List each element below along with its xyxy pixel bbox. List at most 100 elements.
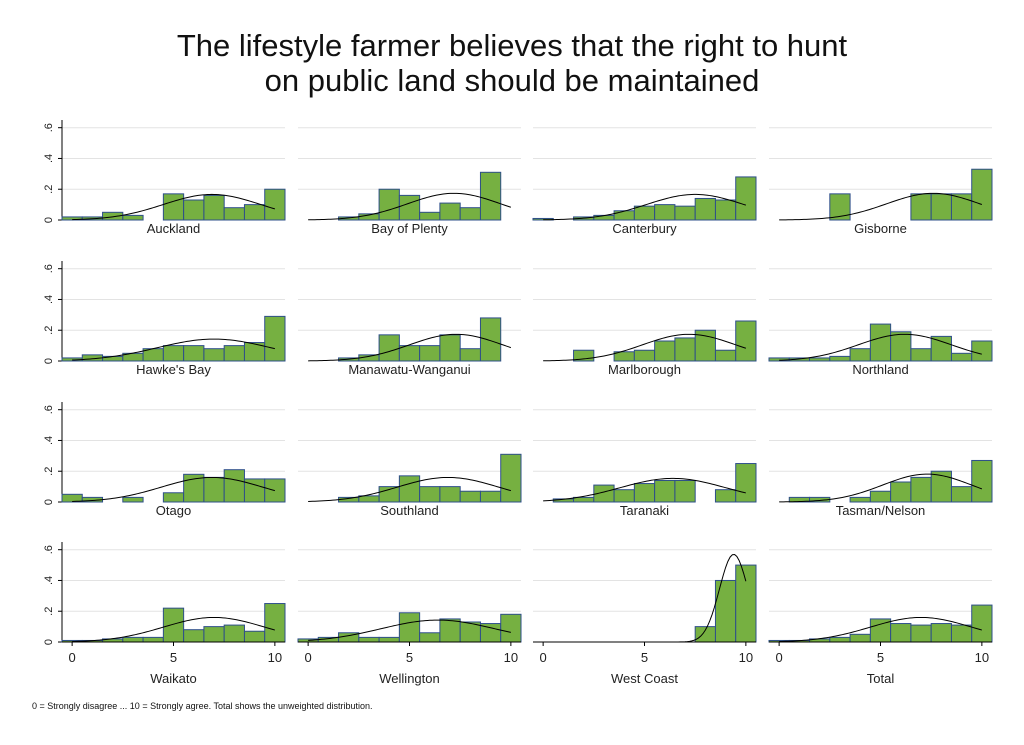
bar-canterbury-9 — [714, 199, 737, 221]
bar-wellington-4 — [378, 636, 400, 643]
x-tick-label-total-1: 5 — [877, 650, 884, 665]
bar-waikato-3 — [122, 636, 144, 643]
bar-otago-7 — [203, 476, 225, 503]
bar-northland-8 — [930, 335, 952, 362]
panel-label-marlborough: Marlborough — [608, 362, 681, 377]
bar-northland-3 — [829, 355, 851, 362]
y-tick-label-waikato-1: .2 — [43, 607, 55, 616]
y-tick-label-auckland-1: .2 — [43, 185, 55, 194]
bar-waikato-5 — [162, 607, 185, 643]
bar-bay-of-plenty-7 — [439, 202, 461, 221]
bar-southland-6 — [419, 486, 441, 503]
x-tick-label-west-coast-0: 0 — [540, 650, 547, 665]
bar-southland-10 — [500, 453, 522, 503]
density-curve-otago — [72, 476, 275, 502]
y-tick-label-otago-3: .6 — [43, 405, 55, 414]
density-curve-gisborne — [779, 192, 983, 221]
y-tick-label-otago-1: .2 — [43, 467, 55, 476]
bar-manawatu-wanganui-8 — [459, 348, 481, 362]
x-tick-label-total-2: 10 — [975, 650, 989, 665]
density-curve-wellington — [308, 619, 511, 641]
chart-title: The lifestyle farmer believes that the r… — [0, 28, 1024, 98]
bar-wellington-10 — [500, 613, 522, 643]
chart-footnote: 0 = Strongly disagree ... 10 = Strongly … — [32, 701, 373, 711]
bar-southland-7 — [439, 486, 461, 503]
density-curve-total — [779, 616, 982, 643]
density-curve-marlborough — [543, 333, 747, 362]
bar-otago-8 — [223, 469, 245, 503]
y-tick-label-hawke-s-bay-3: .6 — [43, 264, 55, 273]
bar-manawatu-wanganui-7 — [439, 334, 461, 362]
bar-marlborough-7 — [674, 337, 696, 362]
y-tick-label-auckland-2: .4 — [43, 154, 55, 163]
y-tick-label-waikato-2: .4 — [43, 576, 55, 585]
bar-marlborough-9 — [714, 349, 737, 362]
panel-label-tasman-nelson: Tasman/Nelson — [836, 503, 926, 518]
density-curve-canterbury — [543, 193, 747, 221]
density-curve-bay-of-plenty — [308, 192, 512, 221]
bar-auckland-7 — [203, 194, 225, 221]
bar-hawke-s-bay-7 — [203, 348, 225, 362]
bar-auckland-9 — [243, 204, 266, 221]
y-tick-label-waikato-3: .6 — [43, 545, 55, 554]
bar-manawatu-wanganui-6 — [419, 345, 441, 362]
bar-auckland-3 — [122, 214, 144, 221]
bar-auckland-10 — [264, 188, 286, 221]
bar-total-10 — [971, 604, 993, 643]
bar-southland-8 — [459, 490, 481, 503]
panel-label-southland: Southland — [380, 503, 439, 518]
panel-label-canterbury: Canterbury — [612, 221, 677, 236]
bar-canterbury-8 — [694, 197, 716, 221]
bar-total-3 — [829, 636, 851, 643]
bar-tasman-nelson-6 — [890, 481, 912, 503]
x-tick-label-west-coast-1: 5 — [641, 650, 648, 665]
bar-tasman-nelson-10 — [971, 459, 993, 503]
density-curve-manawatu-wanganui — [308, 333, 512, 362]
y-tick-label-hawke-s-bay-2: .4 — [43, 295, 55, 304]
bar-canterbury-6 — [654, 204, 676, 221]
bar-southland-5 — [398, 475, 421, 503]
bar-taranaki-4 — [613, 489, 635, 503]
bar-total-7 — [910, 624, 932, 643]
bar-canterbury-7 — [674, 205, 696, 221]
x-tick-label-waikato-2: 10 — [268, 650, 282, 665]
bar-bay-of-plenty-9 — [479, 171, 502, 221]
y-tick-label-hawke-s-bay-1: .2 — [43, 326, 55, 335]
x-tick-label-wellington-0: 0 — [305, 650, 312, 665]
bar-otago-5 — [162, 492, 185, 503]
density-curve-hawke-s-bay — [72, 338, 275, 361]
bar-waikato-6 — [183, 629, 205, 643]
density-curve-taranaki — [543, 477, 746, 502]
bar-hawke-s-bay-10 — [264, 315, 286, 362]
bar-southland-4 — [378, 486, 400, 503]
panel-label-bay-of-plenty: Bay of Plenty — [371, 221, 448, 236]
panel-label-manawatu-wanganui: Manawatu-Wanganui — [348, 362, 470, 377]
x-tick-label-total-0: 0 — [776, 650, 783, 665]
bar-northland-2 — [809, 357, 831, 362]
bar-taranaki-6 — [654, 479, 676, 503]
bar-canterbury-10 — [735, 176, 757, 221]
bar-northland-5 — [869, 323, 892, 362]
bar-manawatu-wanganui-4 — [378, 334, 400, 362]
density-curve-southland — [308, 476, 511, 502]
bar-gisborne-8 — [930, 193, 952, 221]
panel-label-taranaki: Taranaki — [620, 503, 669, 518]
bar-auckland-5 — [162, 193, 185, 221]
panel-label-hawke-s-bay: Hawke's Bay — [136, 362, 211, 377]
bar-wellington-3 — [358, 636, 380, 643]
chart-title-line-1: The lifestyle farmer believes that the r… — [176, 28, 848, 63]
bar-bay-of-plenty-5 — [398, 194, 421, 221]
bar-taranaki-10 — [735, 463, 757, 503]
bar-waikato-7 — [203, 626, 225, 643]
bar-gisborne-7 — [910, 193, 932, 221]
bar-southland-9 — [479, 490, 502, 503]
x-tick-label-wellington-2: 10 — [504, 650, 518, 665]
bar-west-coast-8 — [694, 626, 716, 643]
bar-waikato-4 — [142, 636, 164, 643]
bar-waikato-8 — [223, 624, 245, 643]
bar-bay-of-plenty-4 — [378, 188, 400, 221]
density-curve-auckland — [72, 193, 276, 221]
panel-label-west-coast: West Coast — [611, 671, 678, 686]
panel-label-waikato: Waikato — [150, 671, 196, 686]
